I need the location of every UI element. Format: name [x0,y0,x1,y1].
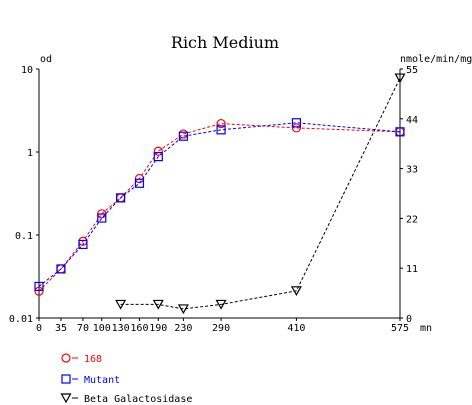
chart-title: Rich Medium [171,33,279,52]
y-left-axis-label: od [40,54,52,65]
y-right-tick-label: 33 [406,165,418,176]
data-point-2 [215,299,227,310]
data-point-1 [116,193,126,203]
y-left-tick-label: 0.01 [9,314,33,325]
x-tick-label: 130 [112,323,130,334]
x-tick-label: 230 [174,323,192,334]
data-point-2 [152,299,164,310]
x-tick-label: 190 [149,323,167,334]
data-point-0 [291,123,302,133]
x-tick-label: 70 [77,323,89,334]
data-point-1 [178,131,188,141]
y-right-axis-label: nmole/min/mg [400,54,472,65]
data-point-2 [177,304,189,315]
data-point-0 [34,286,44,296]
data-point-1 [395,127,405,137]
data-point-1 [78,239,88,250]
y-right-tick-label: 44 [406,115,418,126]
x-tick-label: 575 [391,323,409,334]
series-layer [34,73,406,315]
data-point-1 [34,281,44,292]
data-point-1 [134,178,145,188]
series-line-0 [38,123,401,292]
y-right-ticks: 55 44 33 22 11 0 [400,65,418,325]
data-point-0 [216,118,226,129]
x-tick-label: 410 [287,323,305,334]
x-ticks: 0 35 70 100 130 160 190 230 290 410 575 [36,318,409,334]
legend-label-0: 168 [84,354,102,365]
y-left-tick-label: 0.1 [15,231,33,242]
legend-label-1: Mutant [84,375,120,386]
legend: 168 Mutant Beta Galactosidase [60,353,192,405]
data-point-2 [394,73,406,84]
x-tick-label: 290 [212,323,230,334]
data-point-2 [115,299,127,310]
data-point-0 [153,146,163,156]
y-left-tick-label: 1 [27,148,33,159]
x-tick-label: 100 [93,323,111,334]
legend-marker-2 [60,393,72,404]
data-point-1 [153,152,163,162]
y-right-tick-label: 0 [406,314,412,325]
x-axis-label: mn [420,323,432,334]
legend-label-2: Beta Galactosidase [84,394,192,405]
data-point-1 [216,125,226,135]
y-left-tick-label: 10 [21,65,33,76]
y-right-tick-label: 11 [406,264,418,275]
series-line-2 [120,77,401,310]
series-line-1 [38,122,401,287]
y-right-tick-label: 55 [406,65,418,76]
data-point-1 [56,264,66,274]
x-tick-label: 0 [36,323,42,334]
y-left-ticks: 10 1 0.1 0.01 [9,65,39,325]
legend-marker-1 [61,374,71,384]
data-point-2 [290,286,302,297]
x-tick-label: 35 [55,323,67,334]
y-right-tick-label: 22 [406,214,418,225]
data-point-1 [97,213,107,223]
legend-marker-0 [61,353,71,363]
x-tick-label: 160 [130,323,148,334]
data-point-1 [291,118,302,128]
